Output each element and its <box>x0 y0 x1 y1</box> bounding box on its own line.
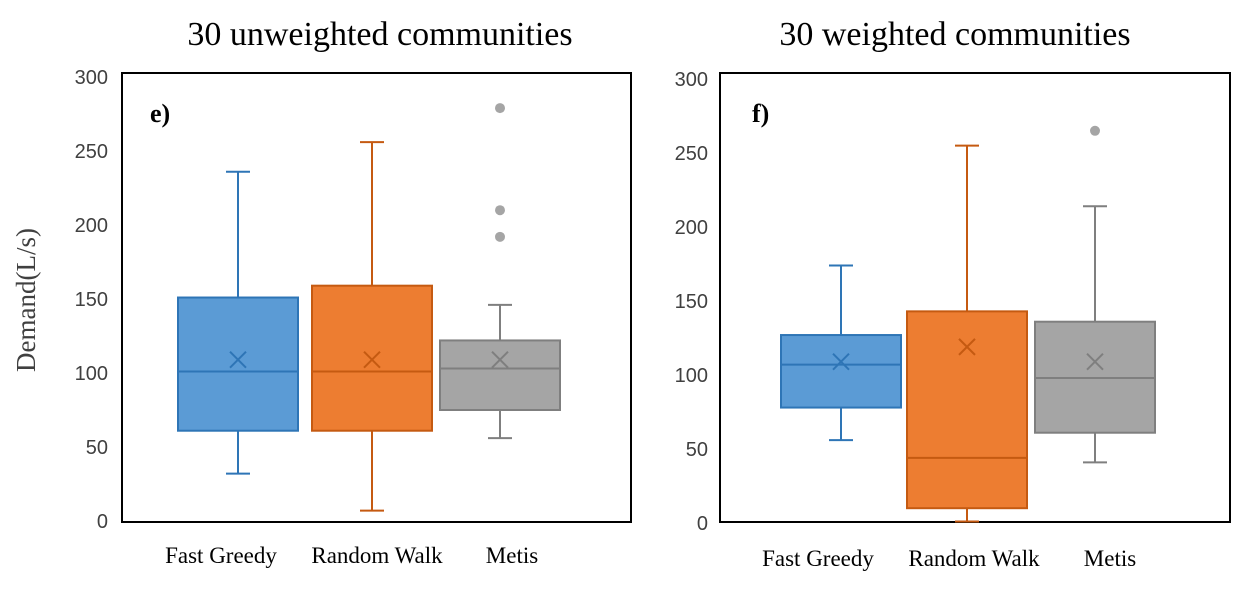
y-tick-label: 150 <box>75 289 108 311</box>
y-tick-label: 100 <box>675 365 708 387</box>
mean-marker <box>363 350 381 369</box>
category-label: Random Walk <box>311 543 443 568</box>
panel-e: 30 unweighted communities e) Demand(L/s)… <box>11 16 632 568</box>
y-tick-label: 100 <box>75 363 108 385</box>
box-series <box>177 170 299 475</box>
chart-title: 30 weighted communities <box>779 16 1130 53</box>
mean-marker <box>491 350 509 369</box>
outlier-point <box>495 231 505 242</box>
mean-marker <box>1086 352 1104 371</box>
boxes <box>780 125 1156 523</box>
box-series <box>439 103 561 440</box>
panel-f: 30 weighted communities f) 0 50 100 150 200 2… <box>675 16 1231 571</box>
plot-frame <box>121 72 632 523</box>
y-ticks: 0 50 100 150 200 250 300 <box>75 67 108 533</box>
iqr-box <box>780 334 902 409</box>
y-ticks: 0 50 100 150 200 250 300 <box>675 69 708 535</box>
mean-marker <box>958 338 976 356</box>
mean-marker <box>229 350 247 369</box>
y-tick-label: 150 <box>675 291 708 313</box>
outlier-point <box>1090 125 1100 136</box>
y-tick-label: 300 <box>75 67 108 89</box>
y-tick-label: 50 <box>86 437 108 459</box>
category-label: Fast Greedy <box>762 546 874 571</box>
mean-marker <box>832 352 850 371</box>
box-series <box>1034 125 1156 464</box>
iqr-box <box>311 284 433 432</box>
y-tick-label: 300 <box>675 69 708 91</box>
iqr-box <box>439 339 561 411</box>
y-tick-label: 250 <box>675 143 708 165</box>
y-axis-label: Demand(L/s) <box>11 228 41 372</box>
panel-label: f) <box>752 99 769 128</box>
category-label: Random Walk <box>908 546 1040 571</box>
category-label: Metis <box>486 543 538 568</box>
iqr-box <box>177 296 299 432</box>
outlier-point <box>495 205 505 216</box>
panel-label: e) <box>150 99 170 128</box>
boxes <box>177 103 561 512</box>
box-series <box>906 144 1028 523</box>
y-tick-label: 250 <box>75 141 108 163</box>
iqr-box <box>906 310 1028 510</box>
category-label: Fast Greedy <box>165 543 277 568</box>
box-series <box>311 141 433 512</box>
y-tick-label: 0 <box>97 511 108 533</box>
outlier-point <box>495 103 505 114</box>
box-series <box>780 264 902 442</box>
category-label: Metis <box>1084 546 1136 571</box>
y-tick-label: 0 <box>697 513 708 535</box>
y-tick-label: 200 <box>75 215 108 237</box>
chart-title: 30 unweighted communities <box>187 16 572 53</box>
y-tick-label: 200 <box>675 217 708 239</box>
y-tick-label: 50 <box>686 439 708 461</box>
